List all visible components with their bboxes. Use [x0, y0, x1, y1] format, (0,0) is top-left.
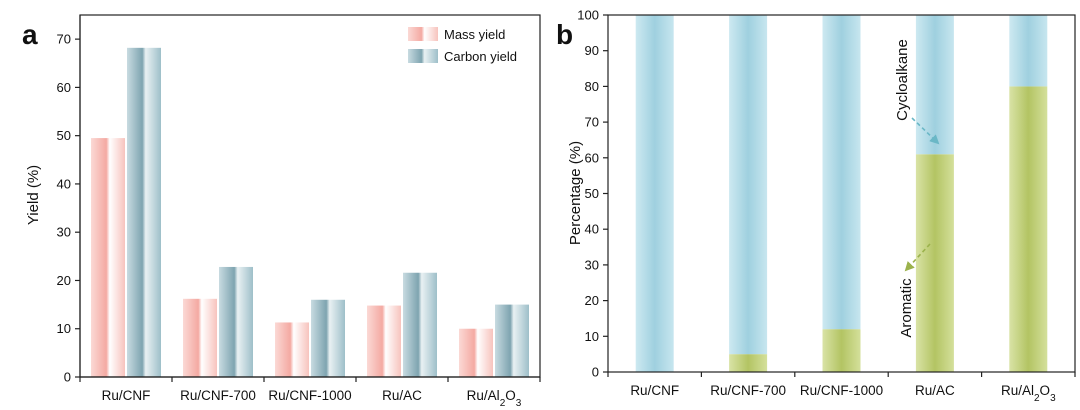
panel-b-y-tick-label-4: 40 — [585, 222, 599, 237]
panel-b-y-tick-label-7: 70 — [585, 115, 599, 130]
annotation-arrow-cycloalkane — [911, 117, 940, 145]
bar-carbon-yield-1 — [219, 266, 253, 377]
panel-b-y-tick-label-2: 20 — [585, 293, 599, 308]
stack-aromatic-4 — [1009, 86, 1048, 373]
bar-mass-yield-2 — [275, 322, 309, 377]
bar-mass-yield-4 — [459, 328, 493, 377]
bar-carbon-yield-4 — [495, 304, 529, 377]
stack-cycloalkane-0 — [635, 15, 674, 372]
bar-mass-yield-1 — [183, 298, 217, 377]
panel-a-x-tick-label-2: Ru/CNF-1000 — [268, 388, 351, 403]
legend-label-0: Mass yield — [444, 27, 505, 42]
panel-a-x-tick-label-4: Ru/Al2O3 — [467, 388, 522, 409]
panel-a-bars — [91, 47, 529, 377]
panel-a-y-tick-label-3: 30 — [57, 225, 71, 240]
legend-label-1: Carbon yield — [444, 49, 517, 64]
panel-b-y-tick-label-8: 80 — [585, 79, 599, 94]
stack-cycloalkane-4 — [1009, 15, 1048, 87]
panel-a: a Ru/CNF Ru/CNF-700 Ru/CNF-1000 Ru/AC Ru/Al2… — [22, 14, 541, 409]
panel-a-y-tick-label-5: 50 — [57, 128, 71, 143]
panel-b-y-axis-label: Percentage (%) — [567, 141, 584, 245]
legend-swatch-1 — [408, 49, 438, 63]
stack-aromatic-1 — [729, 354, 768, 372]
panel-b-annotations: Cycloalkane Aromatic — [894, 39, 940, 338]
annotation-arrow-aromatic — [904, 243, 931, 272]
panel-a-y-tick-label-7: 70 — [57, 32, 71, 47]
panel-b-letter: b — [556, 19, 573, 50]
panel-b-y-tick-label-9: 90 — [585, 43, 599, 58]
legend-swatch-0 — [408, 27, 438, 41]
stack-cycloalkane-3 — [915, 15, 954, 155]
panel-b-x-tick-label-0: Ru/CNF — [630, 383, 679, 398]
bar-carbon-yield-3 — [403, 272, 437, 377]
panel-a-y-tick-label-6: 60 — [57, 80, 71, 95]
panel-b-x-tick-label-1: Ru/CNF-700 — [710, 383, 786, 398]
bar-carbon-yield-0 — [127, 47, 161, 377]
panel-a-y-axis-label: Yield (%) — [25, 165, 42, 225]
panel-b-y-tick-label-3: 30 — [585, 257, 599, 272]
panel-b: b Ru/CNF Ru/CNF-700 Ru/CNF-1000 Ru/AC Ru/Al2… — [556, 8, 1076, 404]
panel-b-y-tick-label-0: 0 — [592, 365, 599, 380]
annotation-aromatic: Aromatic — [898, 278, 915, 338]
stack-aromatic-3 — [915, 154, 954, 372]
panel-b-y-tick-label-5: 50 — [585, 186, 599, 201]
panel-a-letter: a — [22, 19, 38, 50]
panel-b-axes: Ru/CNF Ru/CNF-700 Ru/CNF-1000 Ru/AC Ru/Al2O3… — [577, 8, 1076, 404]
panel-b-x-tick-label-2: Ru/CNF-1000 — [800, 383, 883, 398]
panel-a-y-tick-label-1: 10 — [57, 321, 71, 336]
panel-a-y-tick-label-4: 40 — [57, 176, 71, 191]
stack-aromatic-2 — [822, 329, 861, 372]
stack-cycloalkane-1 — [729, 15, 768, 355]
panel-a-x-tick-label-3: Ru/AC — [382, 388, 422, 403]
panel-a-x-tick-label-0: Ru/CNF — [102, 388, 151, 403]
panel-a-axes: Ru/CNF Ru/CNF-700 Ru/CNF-1000 Ru/AC Ru/Al2O3… — [57, 14, 541, 409]
annotation-cycloalkane: Cycloalkane — [894, 39, 911, 121]
panel-b-bars — [635, 15, 1048, 373]
panel-a-y-tick-label-2: 20 — [57, 273, 71, 288]
panel-b-x-tick-label-4: Ru/Al2O3 — [1001, 383, 1056, 404]
panel-a-frame — [79, 14, 541, 378]
panel-a-x-tick-label-1: Ru/CNF-700 — [180, 388, 256, 403]
panel-a-legend: Mass yield Carbon yield — [408, 27, 517, 64]
panel-b-y-tick-label-1: 10 — [585, 329, 599, 344]
bar-mass-yield-3 — [367, 305, 401, 377]
panel-b-y-tick-label-6: 60 — [585, 150, 599, 165]
bar-mass-yield-0 — [91, 138, 125, 377]
panel-b-y-tick-label-10: 100 — [577, 8, 599, 23]
panel-a-y-tick-label-0: 0 — [64, 370, 71, 385]
stack-cycloalkane-2 — [822, 15, 861, 330]
panel-b-x-tick-label-3: Ru/AC — [915, 383, 955, 398]
bar-carbon-yield-2 — [311, 299, 345, 377]
